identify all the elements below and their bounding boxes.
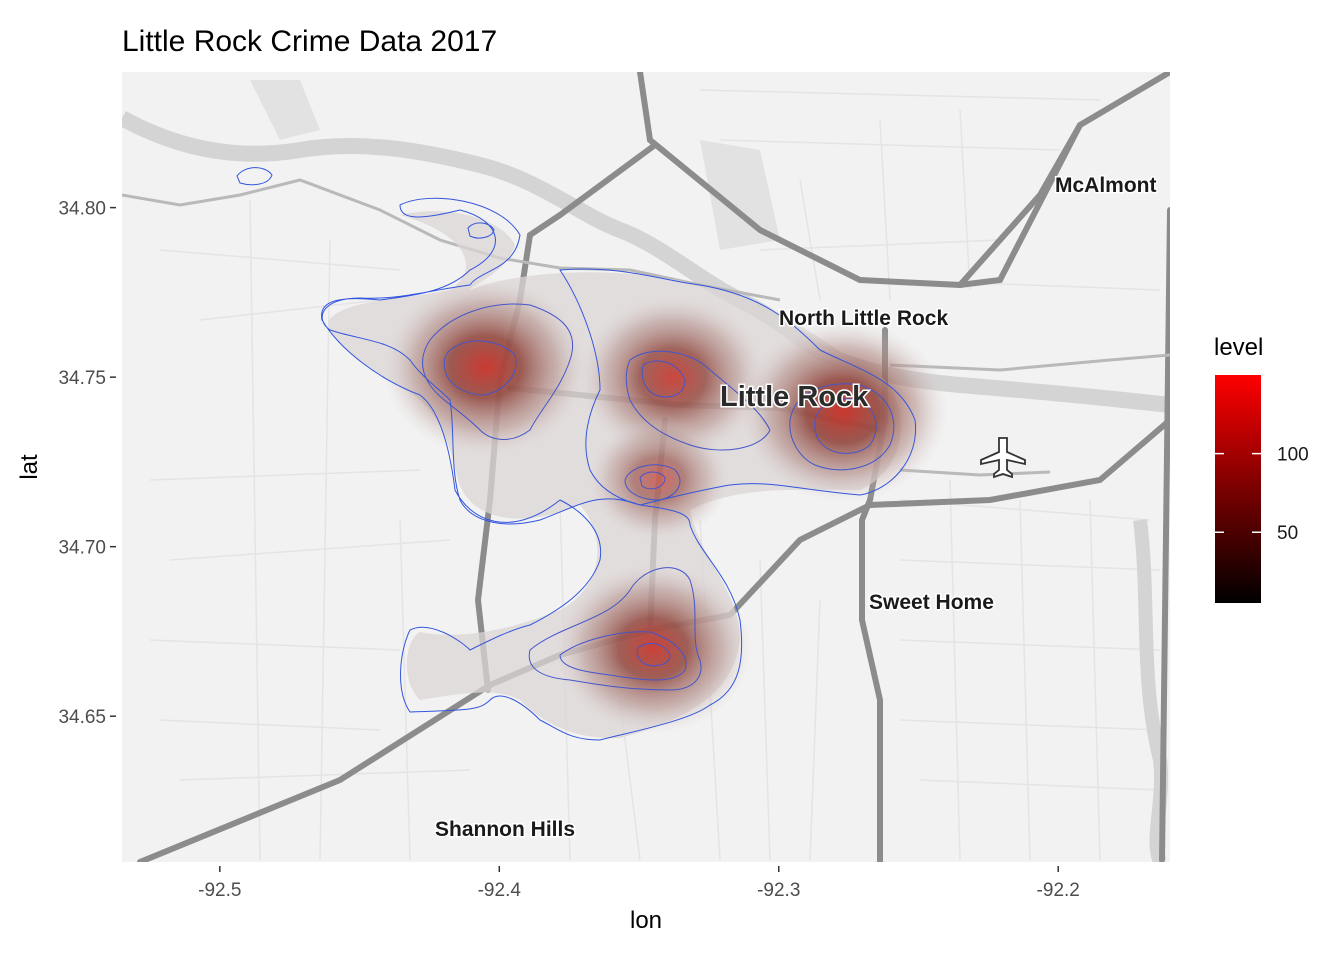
legend: level 50 100 [1214, 334, 1309, 603]
legend-tick-label: 100 [1277, 445, 1309, 466]
street-grid [149, 89, 1161, 861]
contour-south-inner [559, 631, 687, 681]
density-contours [236, 167, 917, 741]
chart-title: Little Rock Crime Data 2017 [122, 25, 497, 58]
legend-tick-label: 50 [1277, 523, 1298, 544]
legend-title: level [1214, 334, 1263, 361]
y-axis-title: lat [16, 454, 43, 480]
y-tick-label: 34.70 [58, 538, 106, 559]
contour-south-mid [528, 567, 702, 691]
y-tick-label: 34.75 [58, 368, 106, 389]
label-shannon-hills: Shannon Hills [435, 818, 575, 841]
secondary-roads [122, 178, 1170, 477]
airport-icon [980, 437, 1026, 479]
arkansas-river [122, 110, 1170, 413]
contour-south-core [636, 643, 671, 667]
upper-lake [250, 80, 780, 250]
legend-colorbar [1215, 375, 1261, 603]
contour-mid-center [625, 350, 771, 451]
density-hotspot [578, 294, 768, 460]
x-axis-title: lon [630, 907, 662, 934]
contour-blob-a [467, 222, 495, 239]
density-hotspot [587, 416, 730, 541]
x-tick-label: -92.3 [757, 880, 800, 901]
contour-outer [321, 197, 743, 741]
x-tick-label: -92.2 [1037, 880, 1080, 901]
label-mcalmont: McAlmont [1055, 174, 1157, 197]
contour-outer-east [559, 268, 917, 506]
label-little-rock: Little Rock [720, 381, 869, 413]
density-hotspot [382, 277, 589, 457]
y-axis: 34.65 34.70 34.75 34.80 [58, 199, 116, 728]
x-axis: -92.5 -92.4 -92.3 -92.2 [198, 866, 1080, 901]
contour-mid-east [789, 383, 895, 471]
legend-ticks: 50 100 [1215, 445, 1309, 544]
contour-small-center-2 [639, 471, 666, 490]
map-panel: McAlmont North Little Rock Little Rock S… [122, 72, 1170, 862]
contour-inner-west [443, 340, 517, 396]
contour-mid-west [422, 303, 574, 440]
contour-small-center [624, 464, 681, 501]
density-hotspot [737, 319, 949, 503]
y-tick-label: 34.80 [58, 199, 106, 220]
density-hotspot [554, 562, 752, 735]
label-sweet-home: Sweet Home [869, 591, 994, 614]
y-tick-label: 34.65 [58, 707, 106, 728]
place-labels: McAlmont North Little Rock Little Rock S… [434, 173, 1159, 843]
contour-inner-center [641, 360, 686, 398]
label-north-little-rock: North Little Rock [779, 307, 948, 330]
x-tick-label: -92.4 [478, 880, 522, 901]
river-east-channel [1133, 519, 1169, 862]
contour-blob-b [236, 167, 273, 186]
contour-inner-east [814, 398, 877, 454]
x-tick-label: -92.5 [198, 880, 241, 901]
